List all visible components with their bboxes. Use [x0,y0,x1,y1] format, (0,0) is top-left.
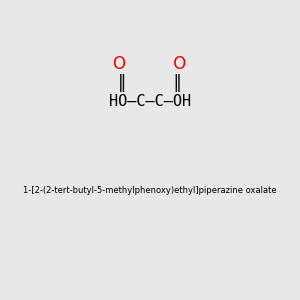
Text: ‖         ‖: ‖ ‖ [118,74,182,92]
Text: 1-[2-(2-tert-butyl-5-methylphenoxy)ethyl]piperazine oxalate: 1-[2-(2-tert-butyl-5-methylphenoxy)ethyl… [23,186,277,195]
Text: HO—C—C—OH: HO—C—C—OH [109,94,191,109]
Text: O         O: O O [113,55,187,73]
